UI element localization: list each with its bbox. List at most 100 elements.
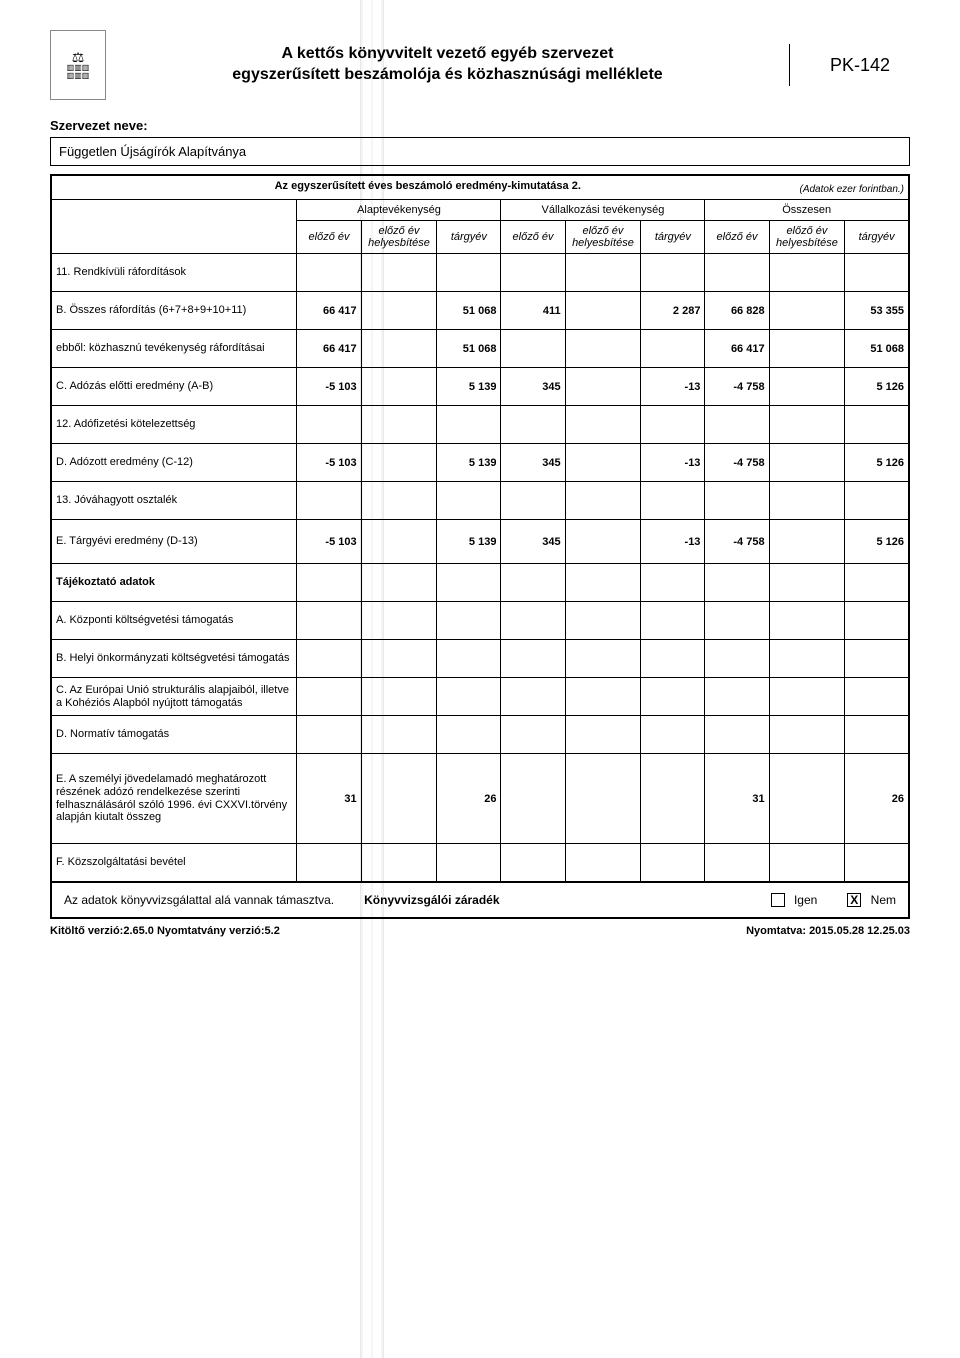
table-cell: 26 xyxy=(437,754,501,844)
table-cell xyxy=(565,482,641,520)
table-cell xyxy=(769,844,845,882)
table-cell xyxy=(501,716,565,754)
table-cell: 66 417 xyxy=(297,330,361,368)
table-cell: 2 287 xyxy=(641,292,705,330)
table-units: (Adatok ezer forintban.) xyxy=(800,184,905,195)
table-cell xyxy=(501,330,565,368)
logo: ⚖ ▥▥▥ ▥▥▥ xyxy=(50,30,106,100)
table-cell xyxy=(769,482,845,520)
table-cell xyxy=(437,602,501,640)
table-cell xyxy=(769,444,845,482)
table-cell xyxy=(845,482,909,520)
table-cell xyxy=(565,292,641,330)
checkbox-no[interactable]: X xyxy=(847,893,861,907)
table-cell xyxy=(641,640,705,678)
table-cell xyxy=(297,406,361,444)
table-cell xyxy=(297,678,361,716)
table-cell xyxy=(705,254,769,292)
table-cell xyxy=(501,254,565,292)
row-label: B. Összes ráfordítás (6+7+8+9+10+11) xyxy=(51,292,297,330)
table-cell xyxy=(705,406,769,444)
group-header: Alaptevékenység xyxy=(297,200,501,221)
table-cell xyxy=(501,564,565,602)
table-cell: 5 126 xyxy=(845,520,909,564)
table-cell xyxy=(437,406,501,444)
row-label: D. Normatív támogatás xyxy=(51,716,297,754)
table-cell: 51 068 xyxy=(845,330,909,368)
table-cell xyxy=(769,716,845,754)
table-cell: -4 758 xyxy=(705,520,769,564)
table-cell: 53 355 xyxy=(845,292,909,330)
table-cell xyxy=(437,482,501,520)
table-cell xyxy=(641,564,705,602)
table-cell xyxy=(361,602,437,640)
org-name: Független Újságírók Alapítványa xyxy=(50,137,910,166)
col-header: előző év helyesbítése xyxy=(565,221,641,254)
table-cell xyxy=(705,602,769,640)
document-title: A kettős könyvvitelt vezető egyéb szerve… xyxy=(126,44,790,86)
table-cell xyxy=(565,754,641,844)
table-cell xyxy=(361,520,437,564)
table-cell xyxy=(845,254,909,292)
row-label: 11. Rendkívüli ráfordítások xyxy=(51,254,297,292)
footer-left: Kitöltő verzió:2.65.0 Nyomtatvány verzió… xyxy=(50,925,280,937)
table-title: Az egyszerűsített éves beszámoló eredmén… xyxy=(275,180,581,192)
table-cell xyxy=(361,564,437,602)
title-line2: egyszerűsített beszámolója és közhasznús… xyxy=(126,65,769,86)
row-label: C. Adózás előtti eredmény (A-B) xyxy=(51,368,297,406)
table-cell: 51 068 xyxy=(437,330,501,368)
table-cell xyxy=(437,844,501,882)
table-cell: 66 828 xyxy=(705,292,769,330)
auditor-section: Az adatok könyvvizsgálattal alá vannak t… xyxy=(50,883,910,920)
table-cell xyxy=(845,564,909,602)
table-cell: -4 758 xyxy=(705,368,769,406)
table-cell xyxy=(361,844,437,882)
table-cell: 31 xyxy=(297,754,361,844)
row-label: ebből: közhasznú tevékenység ráfordítása… xyxy=(51,330,297,368)
table-cell xyxy=(361,678,437,716)
row-label: E. A személyi jövedelamadó meghatározott… xyxy=(51,754,297,844)
col-header: tárgyév xyxy=(437,221,501,254)
col-header: tárgyév xyxy=(845,221,909,254)
group-header: Vállalkozási tevékenység xyxy=(501,200,705,221)
table-cell: -5 103 xyxy=(297,368,361,406)
table-cell xyxy=(501,406,565,444)
org-label: Szervezet neve: xyxy=(50,118,910,133)
row-label: 12. Adófizetési kötelezettség xyxy=(51,406,297,444)
col-header: tárgyév xyxy=(641,221,705,254)
table-cell xyxy=(769,520,845,564)
table-cell xyxy=(641,254,705,292)
table-cell xyxy=(297,564,361,602)
table-cell: 5 139 xyxy=(437,520,501,564)
table-cell: -13 xyxy=(641,520,705,564)
table-cell xyxy=(361,640,437,678)
row-label: C. Az Európai Unió strukturális alapjaib… xyxy=(51,678,297,716)
table-cell xyxy=(769,406,845,444)
table-cell xyxy=(361,754,437,844)
table-cell xyxy=(769,330,845,368)
table-cell: 411 xyxy=(501,292,565,330)
page-header: ⚖ ▥▥▥ ▥▥▥ A kettős könyvvitelt vezető eg… xyxy=(50,30,910,100)
table-cell: 345 xyxy=(501,368,565,406)
table-cell xyxy=(361,254,437,292)
table-cell: 66 417 xyxy=(297,292,361,330)
table-cell xyxy=(565,716,641,754)
table-cell xyxy=(565,254,641,292)
table-cell xyxy=(501,678,565,716)
col-header: előző év helyesbítése xyxy=(361,221,437,254)
row-label: F. Közszolgáltatási bevétel xyxy=(51,844,297,882)
table-cell xyxy=(705,640,769,678)
table-cell xyxy=(501,754,565,844)
table-cell xyxy=(845,406,909,444)
table-cell xyxy=(565,444,641,482)
table-cell: 345 xyxy=(501,520,565,564)
table-cell: 51 068 xyxy=(437,292,501,330)
table-cell xyxy=(501,602,565,640)
table-cell xyxy=(641,844,705,882)
table-cell xyxy=(641,482,705,520)
table-cell xyxy=(769,564,845,602)
table-cell: 5 126 xyxy=(845,444,909,482)
table-cell xyxy=(361,482,437,520)
table-cell: 31 xyxy=(705,754,769,844)
checkbox-yes[interactable] xyxy=(771,893,785,907)
